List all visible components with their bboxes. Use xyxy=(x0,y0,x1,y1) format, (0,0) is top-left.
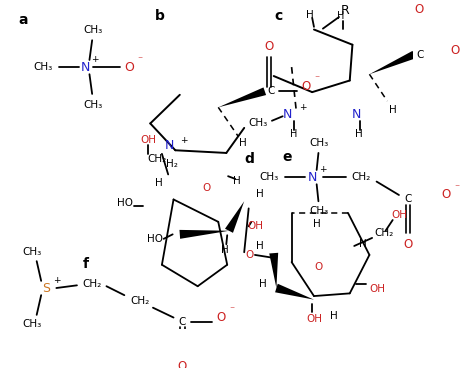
Polygon shape xyxy=(369,51,416,74)
Text: a: a xyxy=(18,13,28,26)
Text: CH₂: CH₂ xyxy=(148,154,167,164)
Text: O: O xyxy=(245,250,254,260)
Text: H: H xyxy=(259,279,267,289)
Text: OH: OH xyxy=(391,210,407,220)
Text: C: C xyxy=(404,194,412,205)
Text: O: O xyxy=(403,238,413,251)
Text: H: H xyxy=(330,311,337,321)
Text: H: H xyxy=(256,241,264,251)
Text: CH₃: CH₃ xyxy=(310,138,329,148)
Text: HO: HO xyxy=(117,198,133,208)
Text: O: O xyxy=(301,80,311,93)
Text: +: + xyxy=(53,276,60,285)
Text: +: + xyxy=(319,166,327,174)
Polygon shape xyxy=(225,201,244,233)
Text: H: H xyxy=(290,129,297,139)
Text: OH: OH xyxy=(369,284,385,294)
Text: b: b xyxy=(155,9,165,23)
Text: H: H xyxy=(359,239,367,249)
Text: CH₂: CH₂ xyxy=(130,297,149,307)
Text: S: S xyxy=(41,282,50,294)
Text: C: C xyxy=(417,50,424,60)
Text: OH: OH xyxy=(247,221,263,231)
Text: H: H xyxy=(221,245,228,255)
Text: CH₂: CH₂ xyxy=(352,172,371,182)
Text: CH₃: CH₃ xyxy=(23,319,42,329)
Text: ⁻: ⁻ xyxy=(229,305,234,315)
Text: O: O xyxy=(124,61,134,74)
Polygon shape xyxy=(179,230,229,239)
Text: CH₃: CH₃ xyxy=(33,62,53,72)
Text: H: H xyxy=(233,176,241,186)
Text: O: O xyxy=(202,183,211,193)
Text: N: N xyxy=(165,139,174,152)
Text: CH₃: CH₃ xyxy=(23,247,42,257)
Text: N: N xyxy=(352,108,361,121)
Polygon shape xyxy=(269,253,278,288)
Text: O: O xyxy=(442,188,451,202)
Text: O: O xyxy=(178,360,187,368)
Text: H: H xyxy=(313,219,320,229)
Text: c: c xyxy=(274,9,282,23)
Text: H: H xyxy=(239,138,247,148)
Text: CH₂: CH₂ xyxy=(374,227,393,238)
Text: HO: HO xyxy=(147,234,163,244)
Text: O: O xyxy=(451,43,460,57)
Text: H: H xyxy=(337,11,344,21)
Text: CH₃: CH₃ xyxy=(310,206,329,216)
Polygon shape xyxy=(218,88,266,107)
Text: C: C xyxy=(179,317,186,327)
Text: CH₃: CH₃ xyxy=(248,118,267,128)
Text: C: C xyxy=(267,86,275,96)
Text: OH: OH xyxy=(306,314,322,324)
Text: H: H xyxy=(355,129,362,139)
Text: ⁻: ⁻ xyxy=(455,183,460,193)
Text: N: N xyxy=(283,108,292,121)
Text: H₂: H₂ xyxy=(166,159,177,169)
Text: H: H xyxy=(256,189,264,199)
Text: H: H xyxy=(155,178,163,188)
Text: O: O xyxy=(265,40,274,53)
Text: CH₃: CH₃ xyxy=(260,172,279,182)
Polygon shape xyxy=(275,284,314,300)
Text: +: + xyxy=(181,136,188,145)
Text: OH: OH xyxy=(141,135,156,145)
Text: O: O xyxy=(414,3,423,16)
Text: d: d xyxy=(245,152,254,166)
Text: ⁻: ⁻ xyxy=(137,55,142,65)
Text: e: e xyxy=(283,149,292,163)
Text: N: N xyxy=(307,171,317,184)
Text: CH₃: CH₃ xyxy=(83,25,103,35)
Text: f: f xyxy=(83,257,89,271)
Text: +: + xyxy=(91,56,99,64)
Text: CH₂: CH₂ xyxy=(83,279,102,289)
Text: O: O xyxy=(314,262,323,272)
Text: +: + xyxy=(299,103,306,112)
Text: N: N xyxy=(81,61,90,74)
Text: R: R xyxy=(341,4,349,17)
Text: H: H xyxy=(389,105,396,115)
Text: H: H xyxy=(306,10,313,20)
Text: ⁻: ⁻ xyxy=(314,75,319,85)
Text: CH₃: CH₃ xyxy=(83,100,103,110)
Text: O: O xyxy=(216,311,225,324)
